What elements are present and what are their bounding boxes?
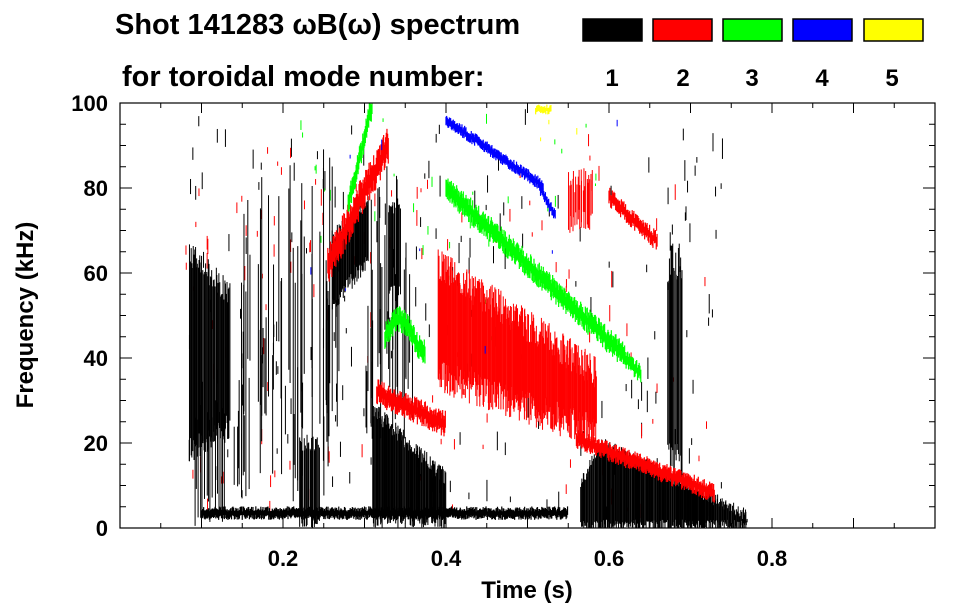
x-tick-label: 0.4 (431, 546, 462, 571)
y-axis-label: Frequency (kHz) (12, 222, 39, 409)
x-tick-label: 0.2 (268, 546, 299, 571)
title-line-2: for toroidal mode number: (122, 61, 485, 93)
legend-item-mode-5: 5 (863, 18, 924, 92)
spectrogram-data (185, 103, 748, 528)
x-tick-label: 0.6 (594, 546, 625, 571)
legend-swatch-2 (652, 18, 713, 42)
legend-label-4: 4 (815, 65, 829, 92)
legend-swatch-4 (792, 18, 853, 42)
legend: 1 2 3 4 5 (582, 18, 924, 92)
legend-item-mode-2: 2 (652, 18, 713, 92)
y-tick-label: 80 (84, 176, 108, 201)
y-tick-label: 100 (71, 91, 108, 116)
y-tick-label: 60 (84, 261, 108, 286)
legend-item-mode-3: 3 (722, 18, 783, 92)
y-tick-label: 40 (84, 346, 108, 371)
legend-swatch-5 (863, 18, 924, 42)
legend-swatch-1 (582, 18, 643, 42)
x-axis-label: Time (s) (481, 577, 573, 604)
legend-label-3: 3 (745, 65, 758, 92)
legend-label-2: 2 (676, 65, 689, 92)
legend-label-1: 1 (605, 65, 618, 92)
title-line-1: Shot 141283 ωB(ω) spectrum (115, 9, 520, 41)
legend-item-mode-4: 4 (792, 18, 853, 92)
axis-ticks: 0.2 0.4 0.6 0.8 0 20 40 60 80 100 (71, 91, 935, 571)
legend-label-5: 5 (885, 65, 898, 92)
legend-item-mode-1: 1 (582, 18, 643, 92)
y-tick-label: 20 (84, 431, 108, 456)
legend-swatch-3 (722, 18, 783, 42)
y-tick-label: 0 (96, 516, 108, 541)
x-tick-label: 0.8 (757, 546, 788, 571)
